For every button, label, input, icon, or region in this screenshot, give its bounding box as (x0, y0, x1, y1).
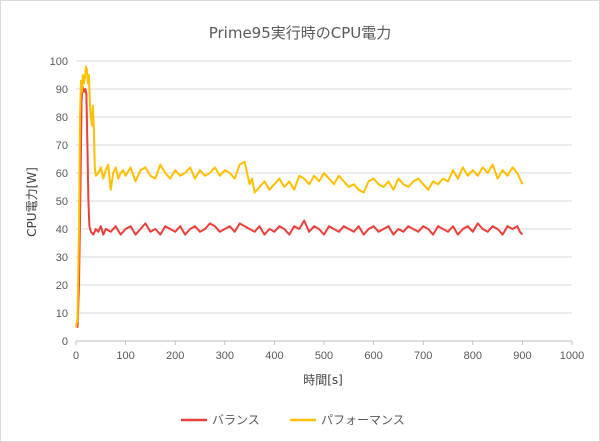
y-tick-label: 80 (56, 112, 68, 124)
y-tick-label: 50 (56, 196, 68, 208)
x-tick-label: 1000 (560, 350, 584, 362)
y-tick-label: 20 (56, 280, 68, 292)
x-axis-label: 時間[s] (303, 373, 343, 387)
legend-label: バランス (212, 413, 260, 427)
x-tick-label: 900 (513, 350, 531, 362)
x-tick-label: 400 (265, 350, 283, 362)
series-line-performance (75, 65, 524, 328)
gridlines (76, 60, 572, 342)
x-tick-label: 200 (166, 350, 184, 362)
x-tick-label: 700 (414, 350, 432, 362)
series-lines (75, 65, 524, 328)
y-axis-label: CPU電力[W] (25, 167, 39, 237)
x-tick-label: 500 (315, 350, 333, 362)
y-tick-label: 40 (56, 224, 68, 236)
legend-label: パフォーマンス (321, 413, 405, 427)
x-tick-label: 300 (216, 350, 234, 362)
y-tick-label: 100 (50, 56, 68, 68)
x-tick-label: 0 (73, 350, 79, 362)
series-line-balance (75, 85, 524, 328)
y-tick-label: 0 (62, 336, 68, 348)
x-tick-label: 100 (116, 350, 134, 362)
y-tick-label: 70 (56, 140, 68, 152)
x-axis-ticks: 0 100 200 300 400 500 600 700 800 900 1000 (73, 341, 584, 362)
chart-title: Prime95実行時のCPU電力 (209, 24, 392, 42)
x-tick-label: 600 (364, 350, 382, 362)
y-tick-label: 60 (56, 168, 68, 180)
x-tick-label: 800 (464, 350, 482, 362)
y-tick-label: 90 (56, 84, 68, 96)
y-tick-label: 10 (56, 308, 68, 320)
y-axis-ticks: 0 10 20 30 40 50 60 70 80 90 100 (50, 56, 68, 348)
y-tick-label: 30 (56, 252, 68, 264)
legend: バランス パフォーマンス (181, 413, 405, 427)
